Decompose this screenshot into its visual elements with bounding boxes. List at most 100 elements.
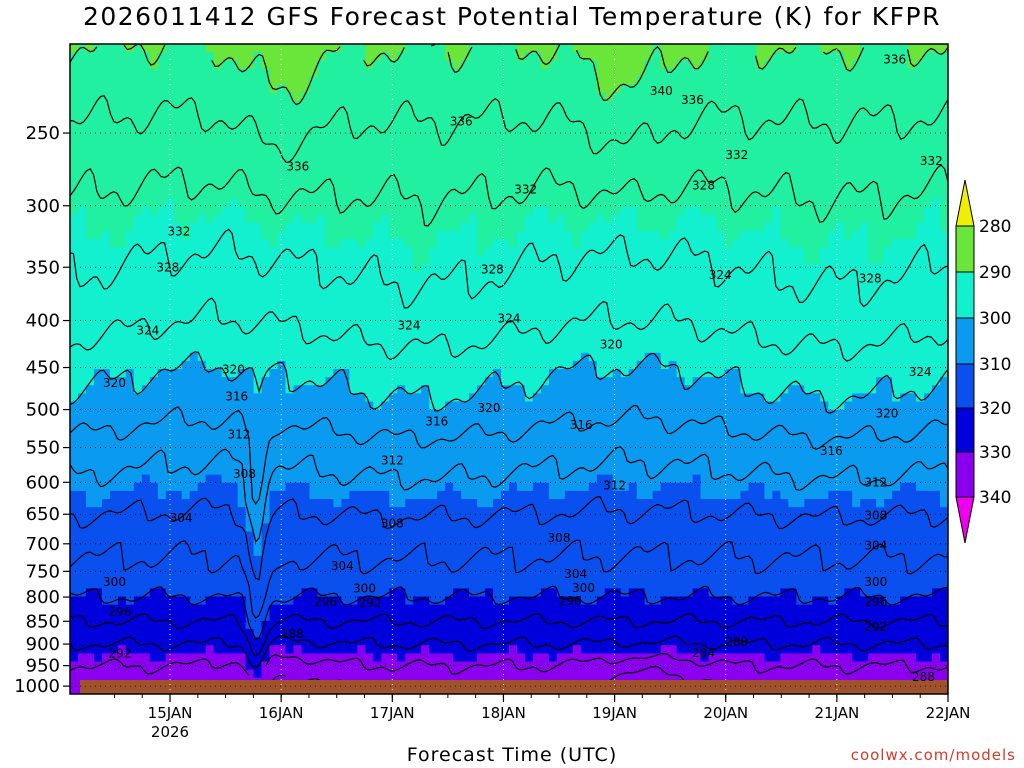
fill-cell — [540, 328, 550, 338]
fill-cell — [189, 547, 199, 557]
fill-cell — [149, 425, 159, 435]
fill-cell — [501, 564, 510, 573]
fill-cell — [141, 149, 151, 159]
fill-cell — [325, 263, 334, 273]
fill-cell — [509, 482, 518, 492]
fill-cell — [229, 612, 239, 622]
fill-cell — [197, 401, 207, 411]
fill-cell — [540, 312, 550, 321]
fill-cell — [221, 442, 231, 451]
fill-cell — [317, 401, 327, 411]
fill-cell — [532, 588, 542, 598]
fill-cell — [341, 68, 350, 78]
fill-cell — [253, 360, 263, 370]
fill-cell — [421, 409, 430, 419]
fill-cell — [245, 580, 255, 589]
fill-cell — [365, 466, 374, 476]
fill-cell — [493, 434, 502, 443]
fill-cell — [205, 141, 215, 151]
fill-cell — [453, 499, 462, 508]
fill-cell — [389, 385, 398, 394]
fill-cell — [532, 401, 542, 411]
fill-cell — [157, 76, 167, 86]
fill-cell — [70, 564, 79, 573]
fill-cell — [101, 555, 111, 565]
fill-cell — [532, 149, 542, 159]
fill-cell — [197, 450, 207, 459]
fill-cell — [93, 360, 103, 370]
fill-cell — [133, 230, 143, 240]
fill-cell — [540, 44, 550, 53]
fill-cell — [277, 141, 287, 151]
fill-cell — [197, 320, 207, 329]
fill-cell — [269, 52, 279, 61]
fill-cell — [397, 222, 406, 232]
fill-cell — [229, 52, 239, 61]
fill-cell — [485, 174, 494, 183]
fill-cell — [117, 360, 127, 370]
fill-cell — [421, 117, 430, 126]
fill-cell — [117, 214, 127, 224]
fill-cell — [277, 531, 287, 541]
fill-cell — [70, 157, 79, 167]
fill-cell — [532, 100, 542, 110]
fill-cell — [173, 629, 183, 638]
fill-cell — [365, 547, 374, 557]
fill-cell — [197, 344, 207, 354]
fill-cell — [548, 279, 558, 289]
fill-cell — [477, 287, 486, 297]
fill-cell — [213, 661, 223, 671]
fill-cell — [125, 165, 135, 175]
fill-cell — [117, 328, 127, 338]
fill-cell — [461, 84, 470, 94]
fill-cell — [237, 312, 247, 321]
fill-cell — [293, 328, 303, 338]
fill-cell — [221, 377, 231, 386]
fill-cell — [293, 60, 303, 69]
fill-cell — [301, 320, 311, 329]
fill-cell — [317, 206, 327, 216]
fill-cell — [93, 564, 103, 573]
fill-cell — [173, 174, 183, 183]
fill-cell — [405, 604, 414, 614]
fill-cell — [397, 174, 406, 183]
fill-cell — [293, 417, 303, 427]
fill-cell — [221, 198, 231, 208]
fill-cell — [540, 182, 550, 191]
fill-cell — [165, 52, 175, 61]
fill-cell — [205, 84, 215, 94]
fill-cell — [564, 247, 574, 256]
fill-cell — [109, 149, 119, 159]
fill-cell — [509, 133, 518, 143]
fill-cell — [365, 531, 374, 541]
fill-cell — [117, 588, 127, 598]
fill-cell — [421, 490, 430, 500]
fill-cell — [205, 588, 215, 598]
fill-cell — [421, 450, 430, 459]
fill-cell — [213, 612, 223, 622]
fill-cell — [221, 190, 231, 199]
fill-cell — [509, 653, 518, 663]
fill-cell — [70, 620, 79, 630]
fill-cell — [70, 580, 79, 589]
fill-cell — [365, 52, 374, 61]
fill-cell — [157, 117, 167, 126]
fill-cell — [373, 133, 382, 143]
fill-cell — [349, 304, 358, 313]
fill-cell — [509, 190, 518, 199]
fill-cell — [101, 141, 111, 151]
fill-cell — [381, 377, 390, 386]
fill-cell — [197, 425, 207, 435]
fill-cell — [397, 328, 406, 338]
fill-cell — [477, 523, 486, 533]
fill-cell — [397, 450, 406, 459]
fill-cell — [70, 222, 79, 232]
fill-cell — [556, 206, 566, 216]
fill-cell — [245, 100, 255, 110]
fill-cell — [181, 620, 191, 630]
fill-cell — [213, 174, 223, 183]
fill-cell — [516, 547, 526, 557]
fill-cell — [453, 206, 462, 216]
fill-cell — [429, 482, 438, 492]
fill-cell — [133, 336, 143, 346]
